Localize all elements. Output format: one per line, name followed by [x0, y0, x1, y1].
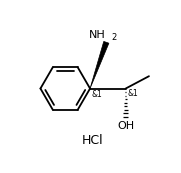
- Text: &1: &1: [127, 89, 138, 98]
- Polygon shape: [90, 41, 109, 89]
- Text: HCl: HCl: [82, 134, 103, 147]
- Text: &1: &1: [92, 90, 102, 99]
- Text: 2: 2: [111, 33, 116, 42]
- Text: OH: OH: [117, 121, 134, 131]
- Text: NH: NH: [89, 30, 106, 40]
